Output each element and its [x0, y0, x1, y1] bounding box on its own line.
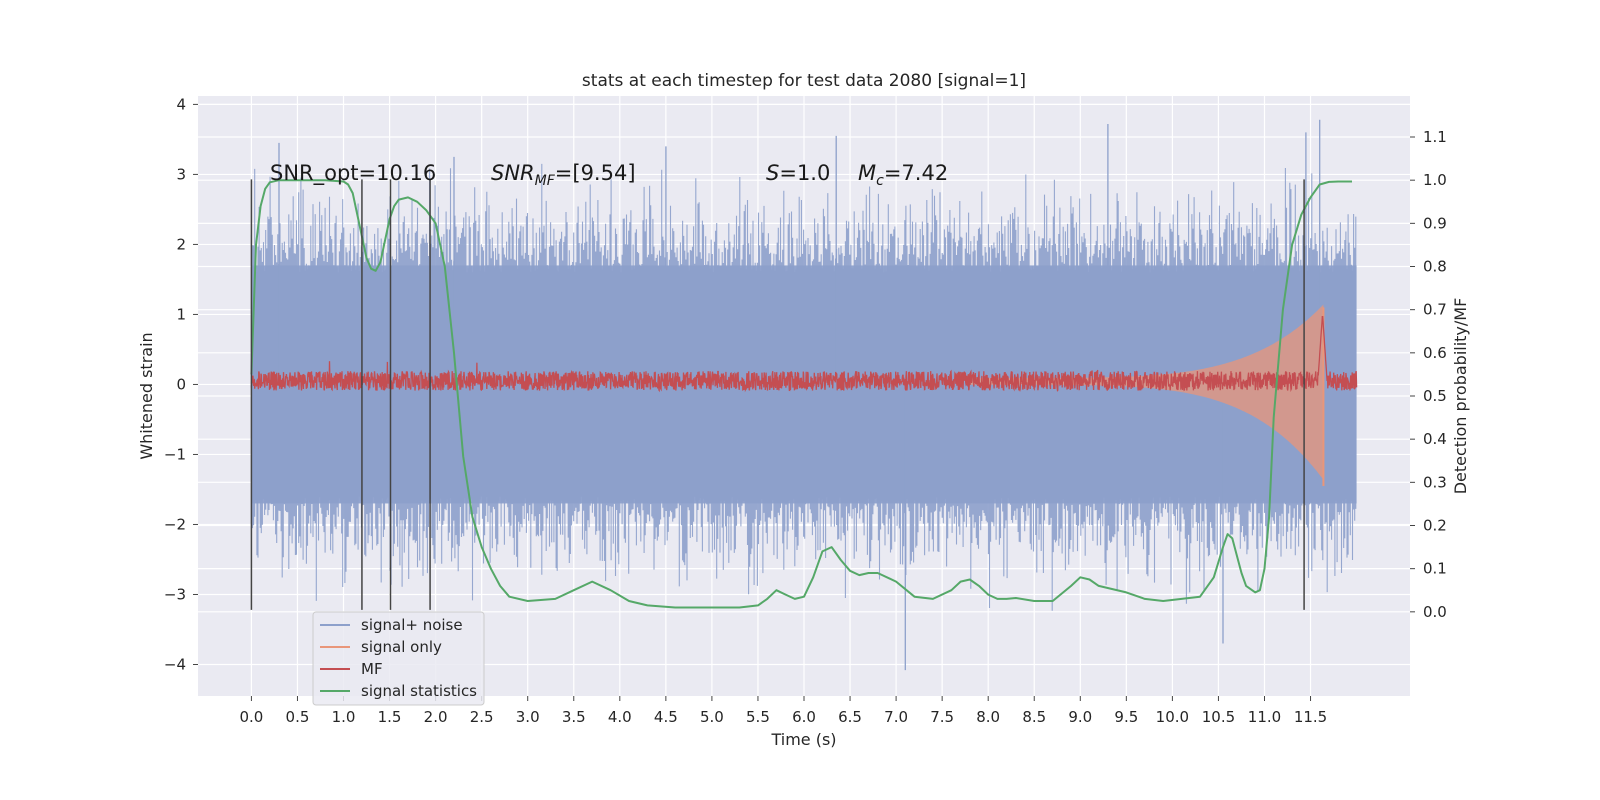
- mf-line: [250, 316, 1358, 393]
- s-value: =1.0: [779, 161, 830, 185]
- yr-tick-label-8: 0.3: [1423, 473, 1447, 491]
- legend-label-0: signal+ noise: [361, 616, 463, 634]
- annotation-snr-mf: SNRMF=[9.54]: [491, 161, 636, 189]
- chart-title: stats at each timestep for test data 208…: [582, 71, 1026, 91]
- annotations: SNR_opt=10.16 SNRMF=[9.54] S=1.0 Mc=7.42: [270, 161, 948, 189]
- y-tick-label-2: 2: [176, 235, 186, 253]
- signal-noise-extremes: [278, 119, 1321, 671]
- mc-value: =7.42: [884, 161, 948, 185]
- x-tick-label-0: 0.0: [239, 708, 263, 726]
- x-tick-label-15: 7.5: [930, 708, 954, 726]
- x-tick-label-9: 4.5: [654, 708, 678, 726]
- vertical-markers: [250, 179, 1305, 610]
- snr-mf-base: SNR: [491, 161, 535, 185]
- x-tick-label-23: 11.5: [1294, 708, 1327, 726]
- x-axis-label: Time (s): [770, 730, 836, 749]
- x-tick-label-12: 6.0: [792, 708, 816, 726]
- yr-tick-label-9: 0.2: [1423, 516, 1447, 534]
- ticks: 0.0 0.5 1.0 1.5 2.0 2.5 3.0 3.5 4.0 4.5 5.0 5.5 6.0 6…: [164, 95, 1447, 726]
- x-tick-label-5: 2.5: [470, 708, 494, 726]
- annotation-snr-opt: SNR_opt=10.16: [270, 161, 436, 186]
- yr-tick-label-7: 0.4: [1423, 430, 1447, 448]
- x-tick-label-8: 4.0: [608, 708, 632, 726]
- legend-label-1: signal only: [361, 638, 442, 656]
- yr-tick-label-1: 1.0: [1423, 171, 1447, 189]
- yr-tick-label-4: 0.7: [1423, 301, 1447, 319]
- yr-tick-label-0: 1.1: [1423, 128, 1447, 146]
- y-tick-label-7: −3: [164, 585, 186, 603]
- annotation-mc: Mc=7.42: [858, 161, 948, 189]
- x-tick-label-7: 3.5: [562, 708, 586, 726]
- x-tick-label-17: 8.5: [1022, 708, 1046, 726]
- yr-tick-label-2: 0.9: [1423, 214, 1447, 232]
- signal-only-envelope: [969, 304, 1324, 480]
- legend-label-3: signal statistics: [361, 682, 477, 700]
- x-tick-label-6: 3.0: [516, 708, 540, 726]
- x-tick-label-10: 5.0: [700, 708, 724, 726]
- x-tick-label-16: 8.0: [976, 708, 1000, 726]
- mc-sub: c: [876, 173, 884, 189]
- yr-tick-label-6: 0.5: [1423, 387, 1447, 405]
- snr-mf-value: =[9.54]: [555, 161, 636, 185]
- signal-statistics-line: [250, 179, 1352, 609]
- y-axis-label: Whitened strain: [137, 332, 156, 459]
- x-tick-label-1: 0.5: [286, 708, 310, 726]
- x-tick-label-2: 1.0: [332, 708, 356, 726]
- x-tick-label-18: 9.0: [1068, 708, 1092, 726]
- x-tick-label-14: 7.0: [884, 708, 908, 726]
- x-tick-label-11: 5.5: [746, 708, 770, 726]
- annotation-s: S=1.0: [766, 161, 830, 185]
- legend-box: [312, 611, 485, 706]
- x-tick-label-22: 11.0: [1248, 708, 1281, 726]
- y-tick-label-6: −2: [164, 515, 186, 533]
- yr-tick-label-5: 0.6: [1423, 344, 1447, 362]
- s-var: S: [766, 161, 779, 185]
- y-tick-label-1: 3: [176, 165, 186, 183]
- y-tick-label-3: 1: [176, 305, 186, 323]
- legend: signal+ noise signal only MF signal stat…: [312, 611, 485, 706]
- y-tick-label-5: −1: [164, 445, 186, 463]
- legend-label-2: MF: [361, 660, 383, 678]
- yr-tick-label-3: 0.8: [1423, 258, 1447, 276]
- y-axis-label-right: Detection probability/MF: [1451, 298, 1470, 495]
- x-tick-label-20: 10.0: [1156, 708, 1189, 726]
- series-layer: [250, 119, 1358, 671]
- mc-var: M: [858, 161, 876, 185]
- yr-tick-label-11: 0.0: [1423, 603, 1447, 621]
- snr-mf-sub: MF: [535, 173, 556, 189]
- y-tick-label-0: 4: [176, 95, 186, 113]
- y-tick-label-8: −4: [164, 655, 186, 673]
- x-tick-label-3: 1.5: [378, 708, 402, 726]
- x-tick-label-13: 6.5: [838, 708, 862, 726]
- x-tick-label-21: 10.5: [1202, 708, 1235, 726]
- x-tick-label-4: 2.0: [424, 708, 448, 726]
- x-tick-label-19: 9.5: [1114, 708, 1138, 726]
- yr-tick-label-10: 0.1: [1423, 560, 1447, 578]
- y-tick-label-4: 0: [176, 375, 186, 393]
